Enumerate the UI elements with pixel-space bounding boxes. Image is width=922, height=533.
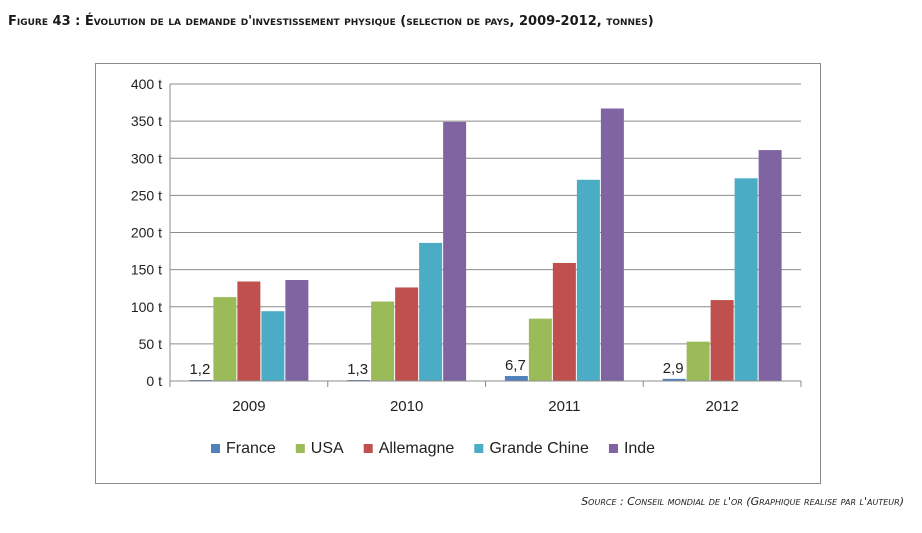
y-tick-label: 300 t <box>131 150 162 166</box>
y-tick-label: 250 t <box>131 187 162 203</box>
data-label: 1,3 <box>347 361 368 378</box>
y-tick-label: 0 t <box>146 373 162 389</box>
bar-inde <box>285 280 309 381</box>
data-label: 6,7 <box>505 357 526 374</box>
legend-label: Grande Chine <box>489 440 589 457</box>
y-tick-label: 200 t <box>131 225 162 241</box>
legend-swatch <box>608 444 618 453</box>
y-tick-label: 50 t <box>139 336 162 352</box>
x-tick-label: 2012 <box>705 398 738 415</box>
legend-swatch <box>295 444 305 453</box>
x-tick-label: 2010 <box>390 398 423 415</box>
bar-allemagne <box>395 287 419 381</box>
bar-grande-chine <box>419 242 443 381</box>
bar-usa <box>371 301 395 381</box>
bar-france <box>504 376 528 381</box>
y-tick-label: 400 t <box>131 76 162 92</box>
bar-allemagne <box>237 281 261 381</box>
legend-label: USA <box>311 440 344 457</box>
legend-label: Inde <box>624 440 655 457</box>
chart-frame: 0 t 50 t 100 t 150 t 200 t 250 t 300 t 350 t 400… <box>95 63 821 484</box>
bar-grande-chine <box>576 179 600 381</box>
x-tick-label: 2011 <box>548 398 580 415</box>
bar-usa <box>213 297 237 381</box>
figure-title: Figure 43 : Évolution de la demande d'in… <box>8 14 654 29</box>
bar-chart: 0 t 50 t 100 t 150 t 200 t 250 t 300 t 350 t 400… <box>131 76 802 457</box>
y-tick-label: 350 t <box>131 113 162 129</box>
legend-label: Allemagne <box>379 440 455 457</box>
bar-inde <box>600 108 624 381</box>
legend-label: France <box>226 440 276 457</box>
bar-france <box>662 378 686 381</box>
legend-swatch <box>474 444 484 453</box>
bar-usa <box>528 318 552 381</box>
figure-source: Source : Conseil mondial de l'or (Graphi… <box>581 495 904 508</box>
bar-allemagne <box>710 300 734 381</box>
y-tick-label: 150 t <box>131 262 162 278</box>
y-tick-label: 100 t <box>131 299 162 315</box>
bar-allemagne <box>552 262 576 381</box>
bar-grande-chine <box>261 311 285 381</box>
bar-inde <box>758 150 782 381</box>
legend-swatch <box>363 444 373 453</box>
data-label: 2,9 <box>663 360 684 377</box>
bar-usa <box>686 341 710 381</box>
x-tick-label: 2009 <box>232 398 265 415</box>
bar-grande-chine <box>734 178 758 381</box>
bar-inde <box>443 121 467 382</box>
data-label: 1,2 <box>189 361 210 378</box>
legend-swatch <box>211 444 220 453</box>
